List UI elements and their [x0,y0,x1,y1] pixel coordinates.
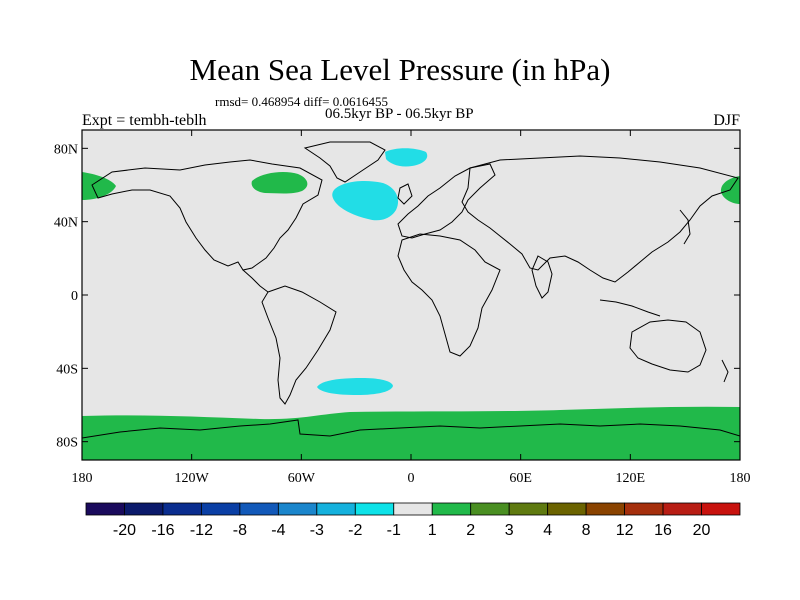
north-america-coast [91,159,323,271]
north-atlantic-anomaly [332,181,399,221]
colorbar-swatch [701,502,741,516]
colorbar-label: 4 [543,522,552,539]
y-tick-label: 80S [56,436,78,451]
asia-coast [461,155,739,283]
bering-anomaly [82,172,116,200]
colorbar-swatch [662,502,702,516]
y-axis: 80N 40N 0 40S 80S [54,142,740,451]
colorbar-swatch [239,502,279,516]
hudson-bay-anomaly [251,172,308,194]
colorbar-label: 2 [466,522,475,539]
colorbar-label: 20 [693,522,711,539]
colorbar-swatch [393,502,433,516]
colorbar-swatch [316,502,356,516]
colorbar-label: -4 [271,522,285,539]
colorbar-label: -20 [113,522,136,539]
africa-coast [397,233,501,357]
south-atlantic-anomaly [317,378,393,395]
map-background [82,130,740,460]
europe-coast [397,163,496,239]
x-tick-label: 120E [616,471,646,486]
colorbar: -20 -16 -12 -8 -4 -3 -2 -1 1 2 3 4 8 12 16 20 [85,502,741,539]
colorbar-swatch [547,502,587,516]
colorbar-swatch [508,502,549,516]
indonesia-coast [599,299,661,317]
japan-coast [679,209,691,245]
coastlines [82,141,740,439]
antarctica-coast [82,419,740,439]
y-tick-label: 80N [54,142,78,157]
period-subtitle: 06.5kyr BP - 06.5kyr BP [325,106,474,122]
colorbar-swatch [277,502,318,516]
colorbar-swatch [470,502,510,516]
colorbar-label: 12 [616,522,634,539]
colorbar-swatch [85,502,125,516]
colorbar-swatch [431,502,472,516]
y-tick-label: 40S [56,362,78,377]
southern-ocean-anomaly [82,406,740,460]
rmsd-diff-text: rmsd= 0.468954 diff= 0.0616455 [215,94,388,109]
south-america-coast [261,285,337,405]
india-coast [531,255,553,299]
x-tick-label: 180 [730,471,751,486]
colorbar-label: -12 [190,522,213,539]
x-tick-label: 60E [509,471,532,486]
x-tick-label: 0 [408,471,415,486]
colorbar-label: -2 [348,522,362,539]
map-title: Mean Sea Level Pressure (in hPa) [189,52,611,87]
colorbar-label: 1 [428,522,437,539]
y-tick-label: 0 [71,289,78,304]
colorbar-label: -3 [310,522,324,539]
colorbar-swatch [624,502,664,516]
x-tick-label: 120W [175,471,210,486]
greenland-coast [303,141,386,183]
map-content [82,141,740,460]
y-tick-label: 40N [54,216,78,231]
colorbar-label: -1 [387,522,401,539]
colorbar-swatch [354,502,395,516]
experiment-label: Expt = tembh-teblh [82,112,207,129]
colorbar-label: 3 [505,522,514,539]
colorbar-label: -16 [151,522,174,539]
colorbar-swatch [124,502,164,516]
season-label: DJF [713,112,740,129]
new-zealand-coast [721,359,729,383]
x-tick-label: 180 [72,471,93,486]
australia-coast [629,319,707,373]
barents-anomaly [385,148,428,167]
colorbar-label: 16 [654,522,672,539]
x-tick-label: 60W [288,471,316,486]
colorbar-label: -8 [233,522,247,539]
colorbar-swatch [201,502,241,516]
colorbar-label: 8 [582,522,591,539]
colorbar-swatch [162,502,202,516]
central-america-coast [242,269,269,293]
uk-coast [397,183,413,205]
colorbar-swatch [585,502,625,516]
x-axis: 180 120W 60W 0 60E 120E 180 [72,130,751,486]
